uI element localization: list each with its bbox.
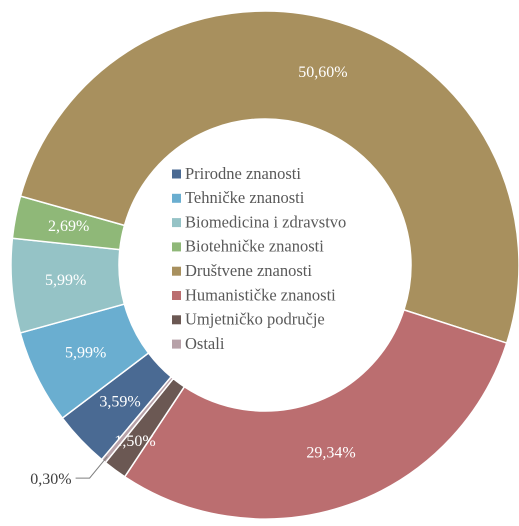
segment-label: 2,69% [48, 218, 89, 235]
legend-label: Društvene znanosti [185, 261, 312, 280]
legend-label: Prirodne znanosti [185, 164, 301, 183]
segment-label: 5,99% [65, 344, 106, 361]
legend-label: Biotehničke znanosti [185, 237, 324, 256]
legend-swatch [172, 242, 181, 252]
segment-label: 5,99% [45, 272, 86, 289]
segment-label: 3,59% [99, 393, 140, 410]
legend-swatch [172, 291, 181, 300]
legend-swatch [172, 218, 181, 228]
donut-segment [123, 308, 508, 520]
leader-line [75, 456, 108, 479]
segment-label: 29,34% [306, 444, 355, 461]
segment-label: 50,60% [298, 64, 347, 81]
legend-label: Humanističke znanosti [185, 285, 336, 304]
legend-label: Umjetničko područje [185, 310, 325, 329]
legend-swatch [172, 315, 181, 325]
legend-label: Biomedicina i zdravstvo [185, 212, 346, 231]
segment-label: 0,30% [30, 471, 71, 488]
donut-segment [100, 375, 175, 464]
legend-label: Tehničke znanosti [185, 188, 305, 207]
legend-swatch [172, 339, 181, 349]
legend-swatch [172, 169, 181, 179]
legend-swatch [172, 266, 181, 276]
legend-label: Ostali [185, 334, 225, 353]
legend-swatch [172, 193, 181, 203]
